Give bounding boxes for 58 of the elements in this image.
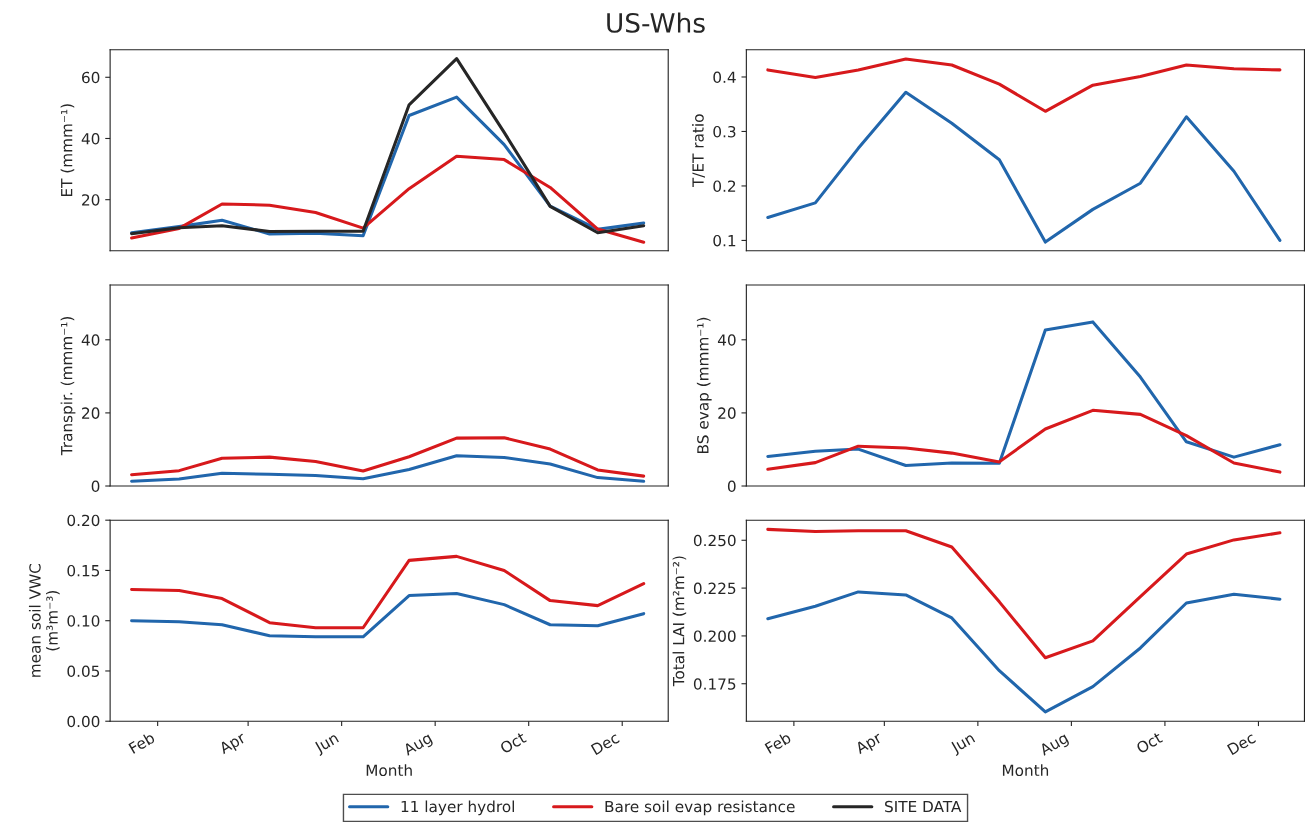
y-tick-label: 0.15 (67, 564, 100, 577)
x-tick-label: Dec (1226, 731, 1257, 756)
x-tick-label: Apr (218, 731, 249, 757)
line-series (130, 554, 646, 630)
x-tick-label: Jun (313, 732, 341, 756)
y-tick-label: 20 (82, 194, 100, 206)
y-tick-label: 20 (718, 407, 736, 419)
line-series (766, 408, 1282, 474)
y-axis-title: Total LAI (m²m⁻²) (672, 556, 687, 687)
line-series (130, 436, 646, 478)
legend-label: Bare soil evap resistance (605, 800, 795, 816)
y-tick-label: 0.10 (67, 615, 100, 627)
y-tick-label: 0.1 (713, 234, 736, 247)
line-series (130, 454, 646, 483)
line-series (766, 320, 1282, 468)
line-series (130, 592, 646, 639)
y-tick-label: 0 (727, 480, 736, 493)
y-tick-label: 40 (717, 334, 736, 346)
y-tick-label: 0.3 (713, 125, 736, 138)
y-tick-label: 0.200 (693, 630, 736, 642)
line-series (766, 527, 1282, 660)
x-axis-title: Month (366, 764, 412, 777)
x-tick-label: Apr (854, 731, 885, 757)
x-tick-label: Aug (402, 732, 434, 759)
x-axis-title: Month (1002, 764, 1049, 777)
y-tick-label: 0.225 (693, 582, 736, 595)
y-tick-label: 0.00 (67, 715, 100, 728)
x-tick-label: Oct (1135, 731, 1164, 754)
y-tick-label: 0.05 (67, 665, 100, 677)
y-axis-title: mean soil VWC (m³m⁻³) (28, 564, 60, 677)
y-tick-label: 0 (91, 480, 100, 493)
y-tick-label: 0.2 (713, 180, 736, 192)
y-tick-label: 0.250 (693, 534, 736, 547)
y-tick-label: 0.175 (693, 678, 736, 690)
legend-label: SITE DATA (885, 800, 962, 813)
y-axis-title: Transpir. (mmm⁻¹) (60, 316, 76, 456)
y-tick-label: 0.4 (713, 71, 736, 83)
y-axis-title: T/ET ratio (691, 114, 706, 188)
x-tick-label: Feb (764, 731, 792, 754)
x-tick-label: Jun (949, 732, 977, 756)
y-tick-label: 40 (81, 132, 100, 145)
y-tick-label: 40 (81, 334, 100, 346)
x-tick-label: Aug (1038, 732, 1071, 759)
line-series (130, 57, 646, 236)
y-axis-title: BS evap (mmm⁻¹) (696, 317, 712, 453)
y-tick-label: 0.20 (67, 514, 100, 527)
line-series (766, 90, 1282, 244)
x-tick-label: Oct (499, 731, 527, 754)
chart-title: US-Whs (607, 12, 705, 33)
line-series (766, 57, 1282, 113)
x-tick-label: Feb (128, 731, 156, 754)
line-series (130, 154, 646, 244)
y-tick-label: 20 (82, 407, 100, 419)
line-series (766, 590, 1282, 714)
x-tick-label: Dec (590, 731, 620, 756)
y-axis-title: ET (mmm⁻¹) (60, 104, 75, 197)
legend-label: 11 layer hydrol (401, 800, 514, 816)
y-tick-label: 60 (82, 71, 100, 84)
